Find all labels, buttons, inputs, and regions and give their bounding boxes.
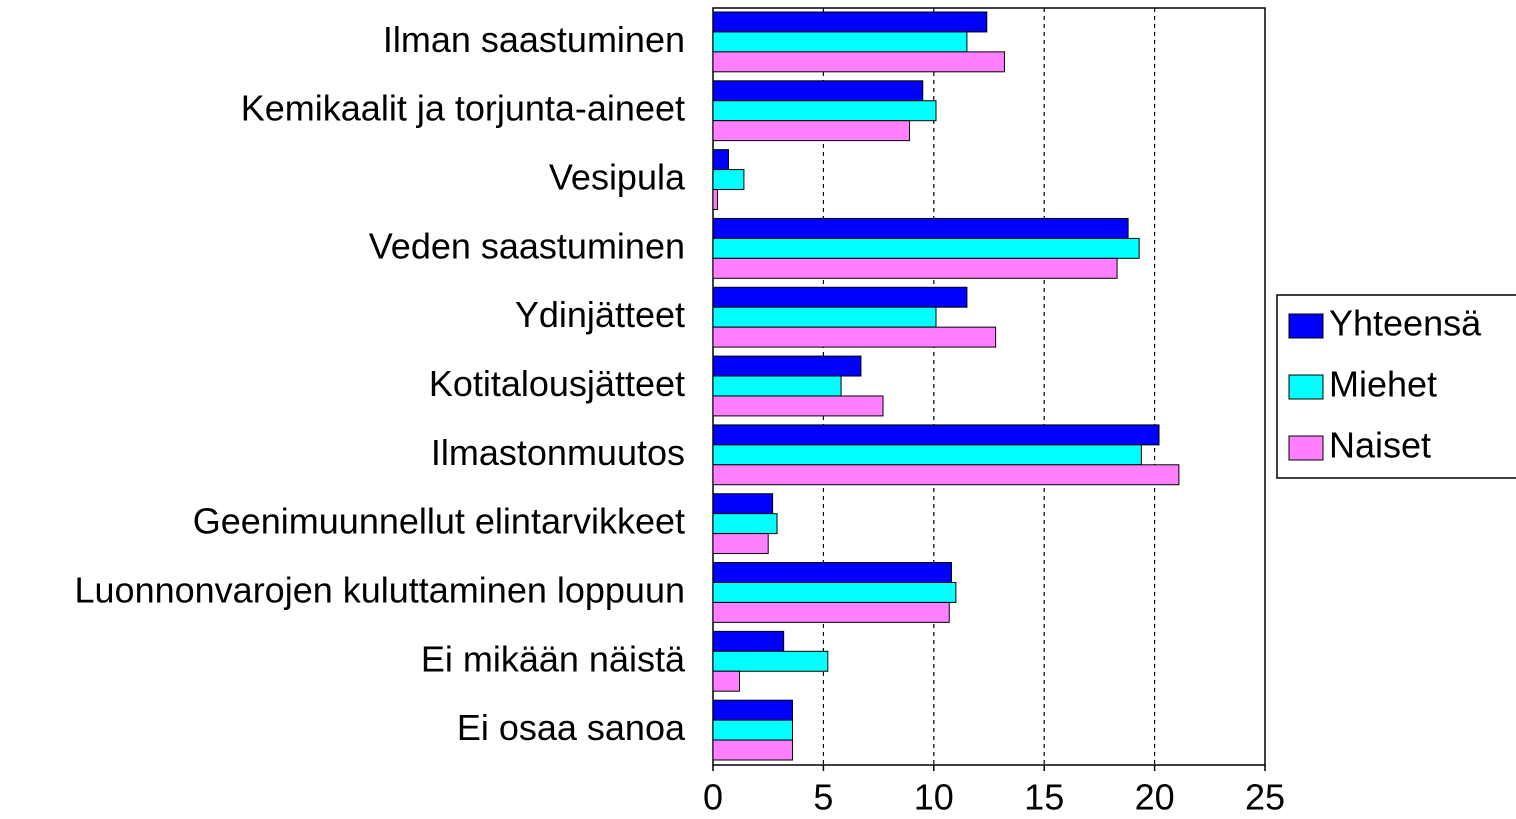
y-tick-label: Luonnonvarojen kuluttaminen loppuun — [75, 569, 685, 610]
y-tick-label: Veden saastuminen — [369, 225, 685, 266]
bar — [712, 739, 793, 761]
x-tick-label: 15 — [1024, 777, 1064, 818]
bar — [712, 306, 937, 328]
legend-label: Naiset — [1329, 425, 1431, 466]
bar — [712, 670, 740, 692]
legend-swatch — [1288, 374, 1324, 400]
x-tick-label: 10 — [914, 777, 954, 818]
bar — [712, 562, 952, 583]
bar — [712, 326, 997, 348]
bar — [712, 630, 785, 652]
y-tick-label: Geenimuunnellut elintarvikkeet — [193, 501, 685, 542]
x-tick-label: 25 — [1245, 777, 1285, 818]
bar — [712, 257, 1118, 279]
bar — [712, 100, 937, 122]
legend-swatch — [1288, 435, 1324, 461]
bar — [712, 375, 842, 397]
y-tick-label: Kemikaalit ja torjunta-aineet — [241, 88, 685, 129]
y-tick-label: Ei osaa sanoa — [457, 707, 686, 748]
legend-swatch — [1288, 313, 1324, 339]
bar — [712, 51, 1005, 73]
y-tick-label: Ilmastonmuutos — [431, 432, 685, 473]
bar — [712, 189, 718, 210]
bar — [712, 286, 968, 308]
bar — [712, 533, 769, 555]
y-tick-label: Ilman saastuminen — [383, 19, 685, 60]
bar — [712, 31, 968, 53]
legend-label: Miehet — [1329, 364, 1437, 405]
legend-label: Yhteensä — [1329, 303, 1482, 344]
bar — [712, 120, 911, 142]
x-tick-label: 5 — [813, 777, 833, 818]
bar — [712, 424, 1160, 446]
bar — [712, 464, 1180, 486]
bar — [712, 80, 924, 102]
x-tick-label: 20 — [1135, 777, 1175, 818]
bar — [712, 493, 774, 515]
y-tick-label: Kotitalousjätteet — [429, 363, 685, 404]
y-tick-label: Vesipula — [549, 157, 686, 198]
bar — [712, 395, 884, 417]
bar — [712, 444, 1142, 466]
bar — [712, 169, 745, 191]
bar — [712, 149, 729, 171]
bar — [712, 355, 862, 377]
bar — [712, 11, 988, 33]
bar — [712, 217, 1129, 239]
y-tick-label: Ydinjätteet — [515, 294, 685, 335]
x-tick-label: 0 — [703, 777, 723, 818]
bar — [712, 513, 778, 535]
bar — [712, 601, 950, 623]
bar — [712, 237, 1140, 259]
bar — [712, 699, 793, 721]
bar — [712, 581, 957, 603]
y-tick-label: Ei mikään näistä — [421, 638, 686, 679]
bar — [712, 719, 793, 741]
bar — [712, 650, 829, 672]
